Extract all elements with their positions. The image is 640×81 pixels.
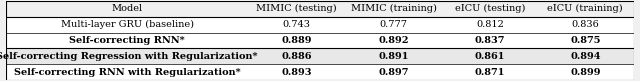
Text: 0.871: 0.871 bbox=[475, 68, 505, 77]
Text: 0.743: 0.743 bbox=[282, 20, 310, 29]
Text: 0.894: 0.894 bbox=[570, 52, 600, 61]
Text: eICU (training): eICU (training) bbox=[547, 4, 623, 13]
Text: 0.861: 0.861 bbox=[475, 52, 505, 61]
Text: 0.892: 0.892 bbox=[378, 36, 409, 45]
Text: 0.875: 0.875 bbox=[570, 36, 600, 45]
Text: 0.899: 0.899 bbox=[570, 68, 600, 77]
Text: 0.889: 0.889 bbox=[281, 36, 312, 45]
Text: Self-correcting RNN*: Self-correcting RNN* bbox=[69, 36, 185, 45]
Text: 0.836: 0.836 bbox=[572, 20, 599, 29]
Text: 0.777: 0.777 bbox=[380, 20, 408, 29]
Text: 0.891: 0.891 bbox=[378, 52, 409, 61]
Text: Self-correcting RNN with Regularization*: Self-correcting RNN with Regularization* bbox=[14, 68, 241, 77]
Text: Multi-layer GRU (baseline): Multi-layer GRU (baseline) bbox=[61, 20, 194, 29]
Text: 0.897: 0.897 bbox=[378, 68, 409, 77]
Text: 0.893: 0.893 bbox=[281, 68, 312, 77]
Text: 0.837: 0.837 bbox=[475, 36, 505, 45]
Text: 0.812: 0.812 bbox=[476, 20, 504, 29]
Text: eICU (testing): eICU (testing) bbox=[455, 4, 525, 13]
Text: MIMIC (testing): MIMIC (testing) bbox=[256, 4, 337, 13]
Text: Model: Model bbox=[111, 4, 143, 13]
Text: Self-correcting Regression with Regularization*: Self-correcting Regression with Regulari… bbox=[0, 52, 258, 61]
Text: 0.886: 0.886 bbox=[281, 52, 312, 61]
Text: MIMIC (training): MIMIC (training) bbox=[351, 4, 436, 13]
